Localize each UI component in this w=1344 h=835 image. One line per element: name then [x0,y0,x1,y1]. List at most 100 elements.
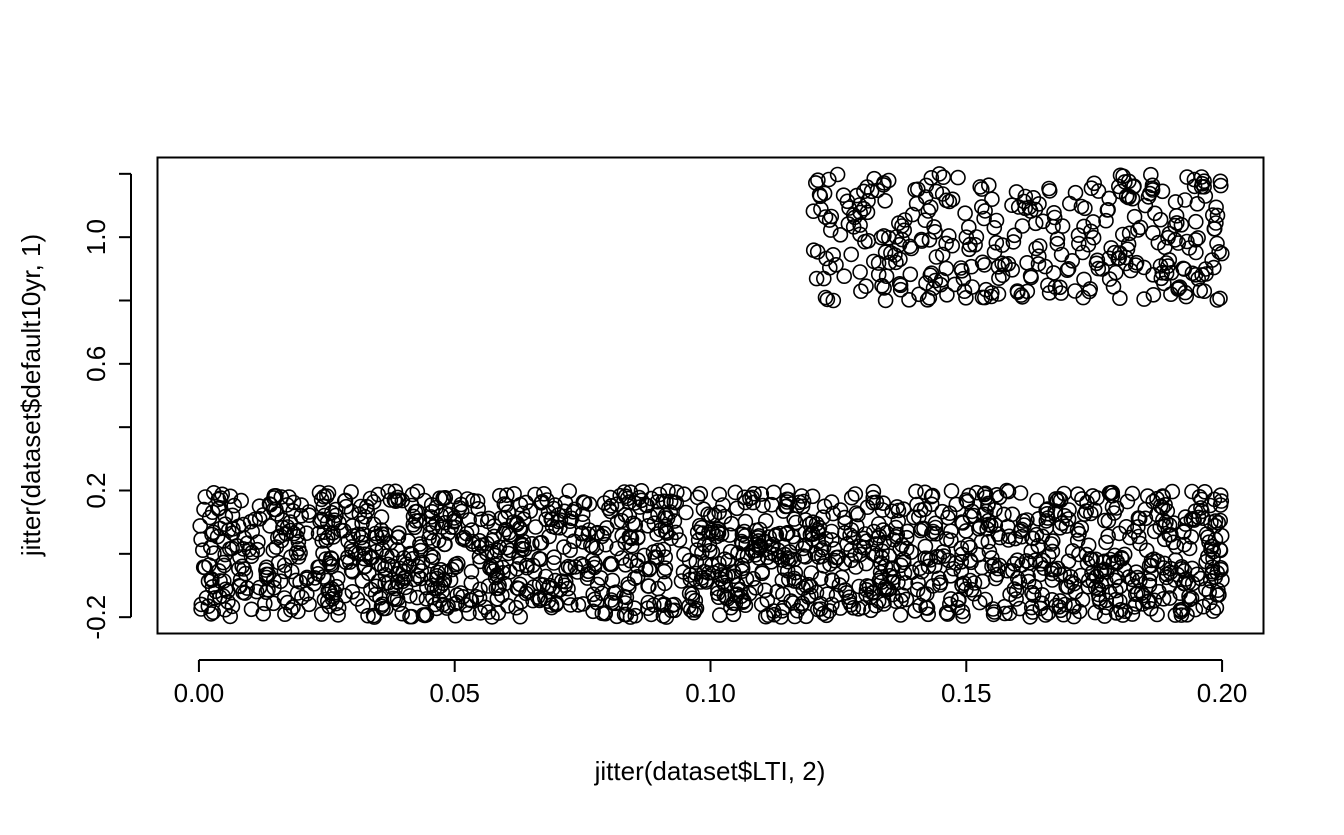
data-point [480,510,497,527]
data-point [832,227,849,243]
data-point [351,506,368,522]
data-point [797,549,814,565]
data-point [485,563,502,579]
data-point [987,501,1003,518]
data-point [719,591,736,607]
data-point [922,552,939,568]
data-point [614,527,631,544]
data-point [328,595,344,612]
data-point [1105,554,1122,571]
data-point [888,254,904,271]
data-point [1083,180,1100,196]
data-point [1157,496,1173,513]
data-point [1198,553,1214,570]
data-point [243,601,260,618]
data-point [1006,227,1023,244]
series-group [805,166,1230,309]
data-point [921,289,938,306]
data-point [524,535,540,552]
data-point [585,603,601,620]
data-point [360,607,376,624]
data-point [836,268,853,285]
data-point [643,606,660,623]
data-point [631,499,648,515]
data-point [325,588,341,604]
data-point [380,556,396,573]
data-point [959,493,976,510]
data-point [988,212,1005,229]
y-axis-title: jitter(dataset$default10yr, 1) [16,234,46,557]
data-point [473,537,490,554]
data-point [953,563,970,580]
data-point [1209,292,1226,308]
data-point [1025,587,1042,603]
data-point [919,291,936,308]
data-point [217,546,233,563]
data-point [953,553,970,570]
data-point [786,551,802,568]
data-point [816,498,833,515]
data-point [1053,285,1069,301]
data-point [734,557,750,573]
data-point [1098,212,1114,229]
data-point [1155,560,1172,576]
data-point [270,554,287,571]
data-point [877,292,894,309]
data-point [409,483,426,500]
data-point [754,565,770,582]
data-point [1209,235,1225,252]
data-point [939,286,955,303]
data-point [1085,229,1102,246]
data-point [732,581,749,598]
data-point [955,608,971,624]
data-point [603,592,620,608]
data-point [1176,536,1193,553]
data-point [727,484,744,501]
data-point [581,496,598,512]
y-tick-label: -0.2 [81,595,111,640]
data-point [311,484,328,501]
data-point [377,575,394,592]
data-point [943,591,959,607]
data-point [1187,232,1204,248]
data-point [290,533,307,550]
data-point [1044,543,1061,560]
data-point [780,571,797,588]
data-point [428,600,445,617]
data-point [813,548,830,565]
data-point [1040,510,1056,526]
data-point [1067,184,1084,201]
x-axis: 0.00 0.05 0.10 0.15 0.20 [174,659,1247,708]
data-point [1190,230,1206,246]
data-point [908,483,924,500]
data-point [636,547,653,564]
data-point [940,228,957,244]
data-point [344,518,361,534]
data-point [977,591,994,608]
data-point [423,553,440,569]
data-point [1096,553,1113,570]
data-point [850,506,866,523]
data-point [830,549,846,566]
data-point [1190,270,1206,287]
data-point [584,552,601,568]
data-point [461,512,478,528]
data-point [960,219,977,235]
data-point [1078,546,1095,563]
data-point [1035,552,1052,569]
data-point [452,585,469,601]
data-point [795,493,812,510]
data-point [368,543,384,560]
data-point [561,522,577,539]
data-point [736,489,753,506]
data-point [1184,575,1201,592]
data-point [1088,568,1105,585]
data-point [273,489,290,505]
data-point [1010,199,1027,215]
data-point [808,270,825,287]
data-point [1074,491,1090,507]
data-point [1212,487,1229,504]
data-point [250,534,266,550]
data-point [1027,215,1044,232]
data-point [428,570,445,587]
